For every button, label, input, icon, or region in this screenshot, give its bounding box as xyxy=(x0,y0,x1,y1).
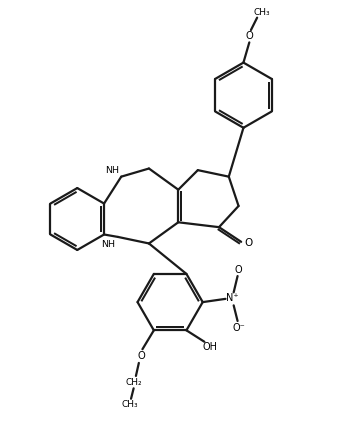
Text: CH₂: CH₂ xyxy=(125,378,142,387)
Text: N⁺: N⁺ xyxy=(226,293,238,303)
Text: O: O xyxy=(245,31,253,41)
Text: OH: OH xyxy=(203,342,217,351)
Text: O: O xyxy=(137,351,145,361)
Text: NH: NH xyxy=(105,166,119,175)
Text: NH: NH xyxy=(101,240,115,249)
Text: O⁻: O⁻ xyxy=(232,323,245,332)
Text: O: O xyxy=(244,238,252,249)
Text: CH₃: CH₃ xyxy=(253,8,270,17)
Text: CH₃: CH₃ xyxy=(121,400,138,409)
Text: O: O xyxy=(235,264,242,275)
